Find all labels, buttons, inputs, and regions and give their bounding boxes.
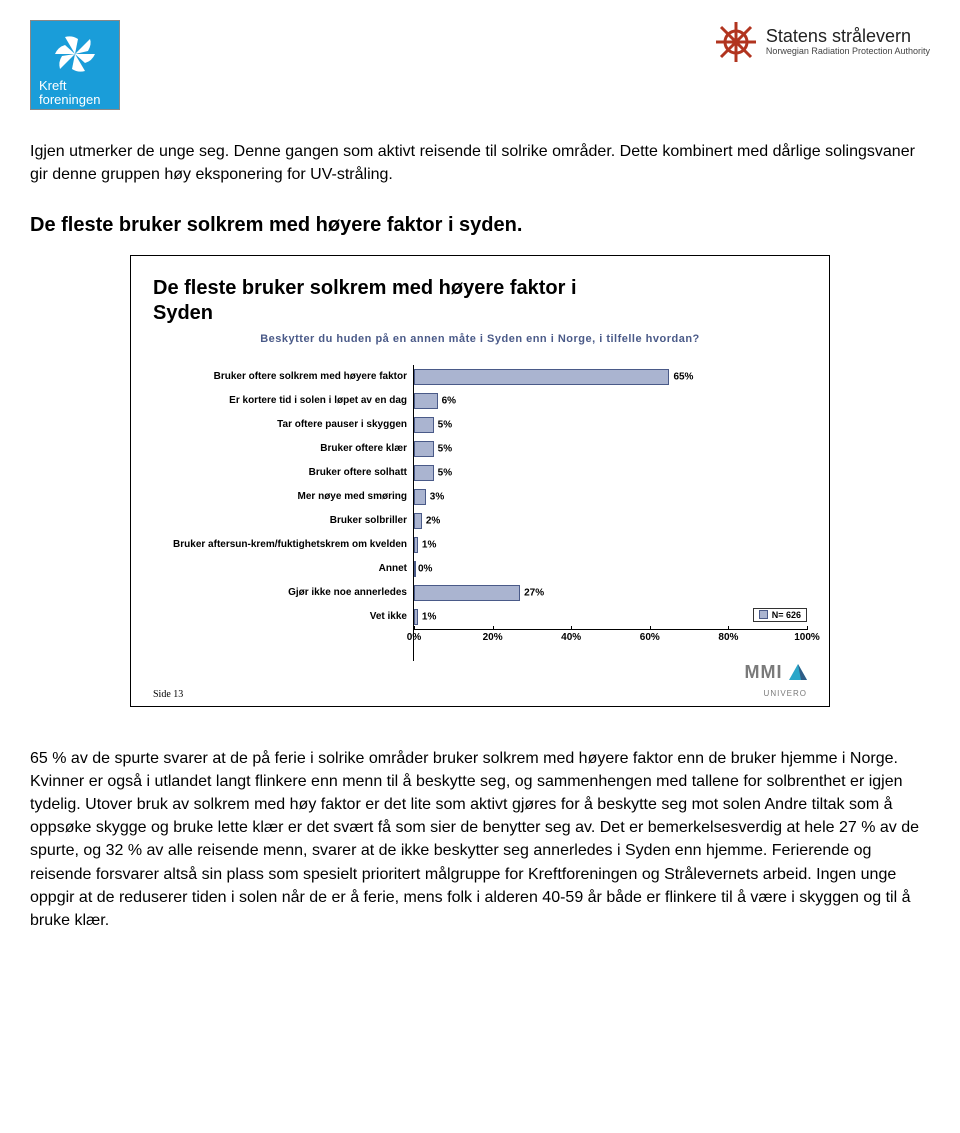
stralevern-text: Statens strålevern Norwegian Radiation P… [766, 27, 930, 57]
value-label: 65% [673, 371, 693, 382]
value-label: 6% [442, 395, 456, 406]
bar [414, 441, 434, 457]
bar-area: 5% [413, 461, 807, 485]
chart-row: Bruker aftersun-krem/fuktighetskrem om k… [153, 533, 807, 557]
value-label: 0% [418, 563, 432, 574]
chart-row: Gjør ikke noe annerledes 27% [153, 581, 807, 605]
stralevern-main: Statens strålevern [766, 27, 930, 47]
chart-footer: Side 13 MMI UNIVERO [153, 663, 807, 700]
bar-area: 1% N= 626 [413, 605, 807, 629]
category-label: Gjør ikke noe annerledes [153, 587, 413, 598]
category-label: Vet ikke [153, 611, 413, 622]
value-label: 1% [422, 611, 436, 622]
chart-row: Vet ikke 1% N= 626 [153, 605, 807, 629]
bar [414, 465, 434, 481]
bar-area: 3% [413, 485, 807, 509]
chart-title-line1: De fleste bruker solkrem med høyere fakt… [153, 277, 577, 299]
bar-area: 6% [413, 389, 807, 413]
n-label: N= 626 [772, 610, 801, 620]
chart-title-line2: Syden [153, 302, 213, 324]
bar [414, 417, 434, 433]
bar-area: 5% [413, 437, 807, 461]
category-label: Annet [153, 563, 413, 574]
x-tick-label: 0% [407, 632, 421, 643]
swirl-icon [50, 29, 100, 79]
chart-row: Tar oftere pauser i skyggen 5% [153, 413, 807, 437]
category-label: Er kortere tid i solen i løpet av en dag [153, 395, 413, 406]
chart-subtitle: Beskytter du huden på en annen måte i Sy… [213, 332, 747, 346]
value-label: 3% [430, 491, 444, 502]
bar [414, 513, 422, 529]
chart-row: Bruker oftere klær 5% [153, 437, 807, 461]
bar [414, 489, 426, 505]
kreftforeningen-text: Kreft foreningen [35, 79, 115, 106]
category-label: Tar oftere pauser i skyggen [153, 419, 413, 430]
mmi-big: MMI [745, 662, 783, 682]
category-label: Bruker solbriller [153, 515, 413, 526]
chart-row: Bruker oftere solkrem med høyere faktor 6… [153, 365, 807, 389]
x-tick-label: 80% [718, 632, 738, 643]
x-tick-label: 100% [794, 632, 820, 643]
mmi-triangle-icon [789, 664, 807, 684]
logo-left-line1: Kreft [39, 79, 115, 93]
chart-frame: De fleste bruker solkrem med høyere fakt… [130, 255, 830, 706]
stralevern-sub: Norwegian Radiation Protection Authority [766, 47, 930, 57]
bar-area: 27% [413, 581, 807, 605]
bar-area: 65% [413, 365, 807, 389]
header-logos: Kreft foreningen Statens strålevern Norw… [30, 20, 930, 110]
value-label: 1% [422, 539, 436, 550]
chart-row: Bruker solbriller 2% [153, 509, 807, 533]
value-label: 5% [438, 443, 452, 454]
bar-area: 0% [413, 557, 807, 581]
category-label: Bruker oftere solhatt [153, 467, 413, 478]
chart-row: Annet 0% [153, 557, 807, 581]
n-legend: N= 626 [753, 608, 807, 622]
x-tick-label: 60% [640, 632, 660, 643]
x-tick-label: 40% [561, 632, 581, 643]
bar-area: 2% [413, 509, 807, 533]
category-label: Bruker oftere solkrem med høyere faktor [153, 371, 413, 382]
bar [414, 609, 418, 625]
bar [414, 561, 416, 577]
stralevern-mark-icon [714, 20, 758, 64]
mmi-small: UNIVERO [764, 689, 807, 698]
mmi-brand: MMI UNIVERO [745, 663, 807, 700]
chart-row: Er kortere tid i solen i løpet av en dag… [153, 389, 807, 413]
category-label: Mer nøye med smøring [153, 491, 413, 502]
section-title: De fleste bruker solkrem med høyere fakt… [30, 214, 930, 237]
bar [414, 369, 669, 385]
chart-row: Mer nøye med smøring 3% [153, 485, 807, 509]
chart-row: Bruker oftere solhatt 5% [153, 461, 807, 485]
x-axis: 0%20%40%60%80%100% [413, 629, 807, 661]
bar-area: 1% [413, 533, 807, 557]
stralevern-logo: Statens strålevern Norwegian Radiation P… [714, 20, 930, 64]
category-label: Bruker aftersun-krem/fuktighetskrem om k… [153, 539, 413, 550]
bar [414, 585, 520, 601]
x-tick-label: 20% [483, 632, 503, 643]
value-label: 5% [438, 467, 452, 478]
intro-paragraph: Igjen utmerker de unge seg. Denne gangen… [30, 140, 930, 186]
category-label: Bruker oftere klær [153, 443, 413, 454]
logo-left-line2: foreningen [39, 93, 115, 107]
body-paragraph: 65 % av de spurte svarer at de på ferie … [30, 747, 930, 933]
value-label: 27% [524, 587, 544, 598]
bar [414, 537, 418, 553]
legend-swatch-icon [759, 610, 768, 619]
value-label: 5% [438, 419, 452, 430]
bar [414, 393, 438, 409]
bar-area: 5% [413, 413, 807, 437]
value-label: 2% [426, 515, 440, 526]
chart-title: De fleste bruker solkrem med høyere fakt… [153, 276, 807, 326]
page-side-label: Side 13 [153, 689, 183, 700]
x-axis-ticks: 0%20%40%60%80%100% [413, 629, 807, 661]
kreftforeningen-logo: Kreft foreningen [30, 20, 120, 110]
bar-plot: Bruker oftere solkrem med høyere faktor 6… [153, 365, 807, 629]
